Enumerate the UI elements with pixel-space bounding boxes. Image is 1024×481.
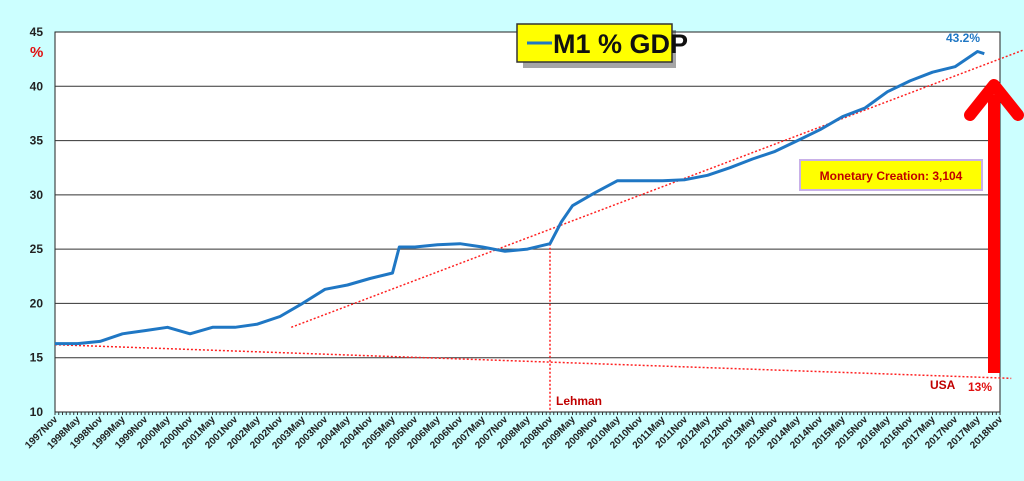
y-tick-label: 20 bbox=[30, 296, 44, 310]
plot-area bbox=[54, 31, 1001, 413]
y-tick-label: 45 bbox=[30, 25, 44, 39]
trendline-baseline-trend bbox=[54, 343, 1012, 380]
y-tick-label: 40 bbox=[30, 79, 44, 93]
y-tick-label: 10 bbox=[30, 405, 44, 419]
y-tick-label: 35 bbox=[30, 134, 44, 148]
usa-label: USA bbox=[930, 378, 956, 392]
big-up-arrow-icon bbox=[964, 79, 1024, 373]
y-tick-label: 25 bbox=[30, 242, 44, 256]
y-tick-label: 15 bbox=[30, 351, 44, 365]
y-tick-label: 30 bbox=[30, 188, 44, 202]
base-value-label: 13% bbox=[968, 380, 992, 394]
lehman-label: Lehman bbox=[556, 394, 602, 408]
legend: M1 % GDP bbox=[516, 23, 688, 68]
trendline-growth-trend bbox=[290, 49, 1024, 329]
legend-label: M1 % GDP bbox=[553, 29, 688, 59]
monetary-creation-label: Monetary Creation: 3,104 bbox=[820, 169, 963, 183]
y-axis-label: % bbox=[30, 44, 43, 61]
monetary-creation-box: Monetary Creation: 3,104 bbox=[799, 159, 983, 191]
end-value-label: 43.2% bbox=[946, 31, 980, 45]
